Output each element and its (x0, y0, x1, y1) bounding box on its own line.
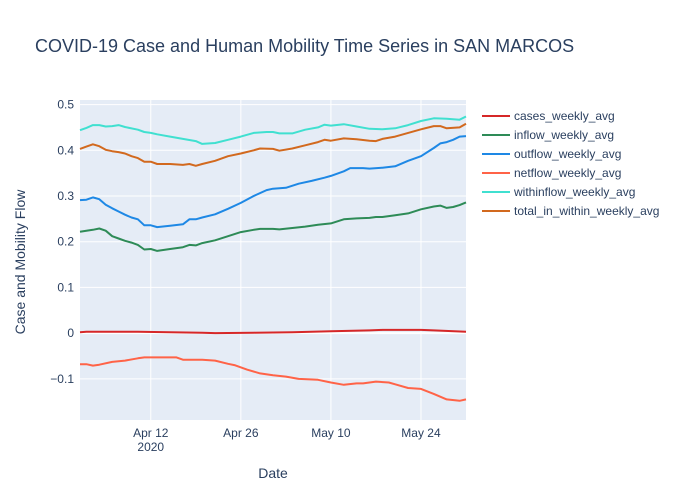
y-tick-label: −0.1 (50, 372, 74, 386)
x-axis-title: Date (258, 465, 288, 481)
legend-label: outflow_weekly_avg (514, 147, 621, 161)
y-tick-label: 0.3 (57, 189, 74, 203)
y-tick-label: 0 (67, 326, 74, 340)
x-tick-label: May 10 (311, 426, 351, 440)
legend-label: inflow_weekly_avg (514, 128, 614, 142)
y-axis-ticks: −0.1 0 0.1 0.2 0.3 0.4 0.5 (50, 98, 74, 386)
chart-title: COVID-19 Case and Human Mobility Time Se… (35, 36, 574, 56)
legend-label: total_in_within_weekly_avg (514, 204, 659, 218)
legend-label: netflow_weekly_avg (514, 166, 621, 180)
series-line-total-in-within-weekly-avg (79, 122, 467, 167)
y-tick-label: 0.4 (57, 143, 74, 157)
series-line-cases-weekly-avg (79, 328, 467, 335)
y-tick-label: 0.5 (57, 98, 74, 112)
series-line-netflow-weekly-avg (80, 356, 467, 402)
y-tick-label: 0.1 (57, 280, 74, 294)
x-tick-label: May 24 (401, 426, 441, 440)
plot-background (80, 100, 466, 420)
y-axis-title: Case and Mobility Flow (12, 189, 28, 335)
y-tick-label: 0.2 (57, 235, 74, 249)
legend-label: withinflow_weekly_avg (513, 185, 635, 199)
series-line-outflow-weekly-avg (79, 135, 467, 229)
legend: cases_weekly_avg inflow_weekly_avgoutflow… (482, 109, 659, 218)
series-line-inflow-weekly-avg (79, 201, 467, 252)
legend-label: cases_weekly_avg (514, 109, 615, 123)
series-line-withinflow-weekly-avg (79, 115, 467, 145)
x-tick-sublabel: 2020 (137, 440, 164, 454)
series-lines (79, 115, 467, 402)
x-tick-label: Apr 12 (133, 426, 169, 440)
x-tick-label: Apr 26 (223, 426, 259, 440)
plot-area (79, 100, 467, 420)
